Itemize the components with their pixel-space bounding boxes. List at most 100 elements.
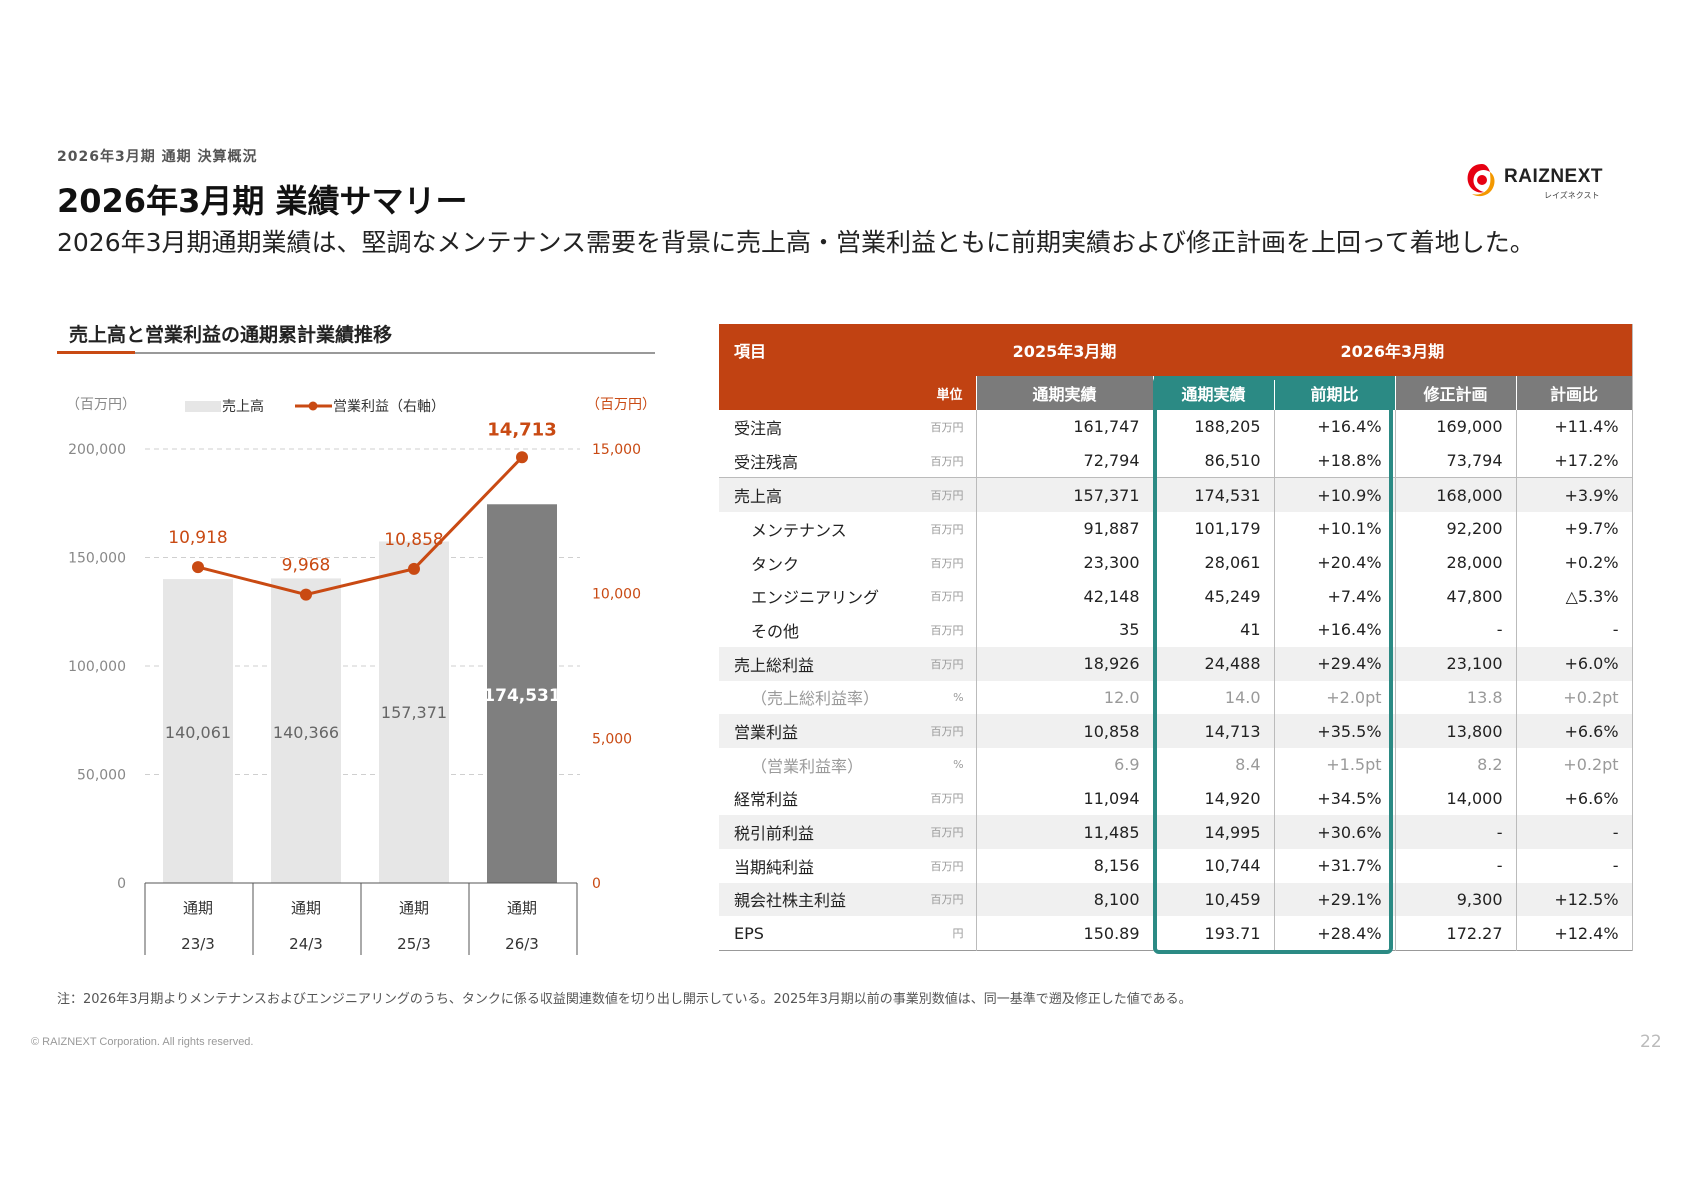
cell-plan: 28,000 xyxy=(1394,545,1517,580)
row-label: 親会社株主利益 xyxy=(719,882,903,917)
cell-vs-plan: - xyxy=(1515,613,1633,647)
x-label-top: 通期 xyxy=(507,899,537,917)
cell-plan: 169,000 xyxy=(1394,410,1517,444)
table-row: 売上高 百万円 157,371 174,531 +10.9% 168,000 +3.9% xyxy=(719,477,1633,513)
row-label: 経常利益 xyxy=(734,790,799,810)
cell-prev-actual: 35 xyxy=(975,613,1154,647)
cell-plan: - xyxy=(1394,613,1517,647)
cell-yoy: +29.4% xyxy=(1273,646,1396,681)
x-label-bottom: 26/3 xyxy=(505,935,539,953)
cell-yoy: +10.9% xyxy=(1273,477,1396,513)
cell-prev-actual: 12.0 xyxy=(975,680,1154,715)
row-label: 当期純利益 xyxy=(734,857,815,877)
page-number: 22 xyxy=(1640,1032,1662,1052)
left-axis-tick: 0 xyxy=(117,876,126,892)
cell-vs-plan: +9.7% xyxy=(1515,512,1633,546)
row-unit: 百万円 xyxy=(930,420,964,434)
right-axis-ticks: 15,000 10,000 5,000 0 xyxy=(592,442,641,892)
header-vs-plan: 計画比 xyxy=(1515,376,1633,410)
cell-prev-actual: 6.9 xyxy=(975,747,1154,782)
table-row: 当期純利益 百万円 8,156 10,744 +31.7% - - xyxy=(719,848,1633,883)
table-row: EPS 円 150.89 193.71 +28.4% 172.27 +12.4% xyxy=(719,916,1633,951)
cell-prev-actual: 8,156 xyxy=(975,848,1154,883)
cell-yoy: +18.8% xyxy=(1273,443,1396,478)
row-unit: 百万円 xyxy=(903,815,977,849)
sales-bar xyxy=(271,578,341,883)
cell-yoy: +34.5% xyxy=(1273,781,1396,816)
cell-plan: 168,000 xyxy=(1394,477,1517,513)
row-unit: 百万円 xyxy=(930,859,964,873)
cell-prev-actual: 11,485 xyxy=(975,815,1154,849)
cell-prev-actual: 8,100 xyxy=(975,882,1154,917)
page-title: 2026年3月期 業績サマリー xyxy=(57,182,468,220)
row-unit: 百万円 xyxy=(930,454,964,468)
cell-vs-plan: +0.2pt xyxy=(1515,680,1633,715)
header-unit: 単位 xyxy=(719,376,977,410)
row-unit: 円 xyxy=(952,927,964,941)
chart-title-accent xyxy=(57,351,135,354)
cell-plan: 73,794 xyxy=(1394,443,1517,478)
copyright: © RAIZNEXT Corporation. All rights reser… xyxy=(31,1036,254,1048)
x-label-top: 通期 xyxy=(183,899,213,917)
right-axis-unit: （百万円） xyxy=(586,397,656,413)
sales-bars xyxy=(163,504,557,883)
cell-vs-plan: +12.4% xyxy=(1515,916,1633,951)
cell-yoy: +31.7% xyxy=(1273,848,1396,883)
cell-vs-plan: +11.4% xyxy=(1515,410,1633,444)
table-row: その他 百万円 35 41 +16.4% - - xyxy=(719,613,1633,647)
cell-yoy: +16.4% xyxy=(1273,613,1396,647)
cell-plan: 172.27 xyxy=(1394,916,1517,951)
legend-line-marker xyxy=(308,401,318,411)
sales-profit-chart: （百万円） （百万円） 売上高 営業利益（右軸） 200,000 150,000 1… xyxy=(66,397,656,955)
operating-profit-polyline xyxy=(197,456,524,597)
x-label-bottom: 24/3 xyxy=(289,935,323,953)
x-label-top: 通期 xyxy=(399,899,429,917)
header-yoy: 前期比 xyxy=(1273,376,1396,410)
cell-cur-actual: 14,920 xyxy=(1152,781,1275,816)
cell-vs-plan: △5.3% xyxy=(1515,579,1633,614)
row-unit: 百万円 xyxy=(930,522,964,536)
legend-bar-swatch xyxy=(185,401,221,412)
cell-yoy: +28.4% xyxy=(1273,916,1396,951)
cell-prev-actual: 10,858 xyxy=(975,714,1154,748)
row-unit: 百万円 xyxy=(903,477,977,513)
cell-vs-plan: +12.5% xyxy=(1515,882,1633,917)
row-label: 税引前利益 xyxy=(719,815,903,849)
cell-cur-actual: 45,249 xyxy=(1152,579,1275,614)
cell-vs-plan: - xyxy=(1515,848,1633,883)
cell-cur-actual: 101,179 xyxy=(1152,512,1275,546)
row-label: 売上総利益 xyxy=(719,646,903,681)
row-unit: % xyxy=(953,690,964,704)
row-label: 受注高 xyxy=(734,418,783,438)
cell-prev-actual: 42,148 xyxy=(975,579,1154,614)
row-label: 受注残高 xyxy=(734,452,799,472)
table-row: 売上総利益 百万円 18,926 24,488 +29.4% 23,100 +6.0% xyxy=(719,646,1633,681)
results-table: 項目 2025年3月期 2026年3月期 単位 通期実績 通期実績 前期比 修正… xyxy=(719,324,1633,951)
cell-cur-actual: 24,488 xyxy=(1152,646,1275,681)
x-label-top: 通期 xyxy=(291,899,321,917)
operating-profit-labels: 10,918 9,968 10,858 14,713 xyxy=(168,419,556,575)
row-unit: 百万円 xyxy=(903,714,977,748)
row-unit: % xyxy=(953,758,964,772)
table-row: 親会社株主利益 百万円 8,100 10,459 +29.1% 9,300 +12.5% xyxy=(719,882,1633,917)
sales-bar xyxy=(379,541,449,883)
row-label: EPS xyxy=(734,923,764,943)
operating-profit-point xyxy=(516,451,528,464)
sales-bar-labels: 140,061 140,366 157,371 174,531 xyxy=(165,686,561,742)
header-fy2025: 2025年3月期 xyxy=(976,324,1154,376)
operating-profit-point xyxy=(192,561,204,574)
cell-vs-plan: +6.6% xyxy=(1515,714,1633,748)
cell-cur-actual: 10,744 xyxy=(1152,848,1275,883)
cell-yoy: +29.1% xyxy=(1273,882,1396,917)
cell-cur-actual: 10,459 xyxy=(1152,882,1275,917)
cell-yoy: +2.0pt xyxy=(1273,680,1396,715)
cell-yoy: +35.5% xyxy=(1273,714,1396,748)
cell-cur-actual: 188,205 xyxy=(1152,410,1275,444)
table-row: 経常利益 百万円 11,094 14,920 +34.5% 14,000 +6.6% xyxy=(719,781,1633,816)
cell-prev-actual: 161,747 xyxy=(975,410,1154,444)
header-item: 項目 xyxy=(719,324,977,376)
table-row: （営業利益率）% 6.9 8.4 +1.5pt 8.2 +0.2pt xyxy=(719,747,1633,782)
raiznext-swirl-logo-icon xyxy=(1467,164,1495,197)
sales-bar xyxy=(487,504,557,883)
cell-vs-plan: +17.2% xyxy=(1515,443,1633,478)
